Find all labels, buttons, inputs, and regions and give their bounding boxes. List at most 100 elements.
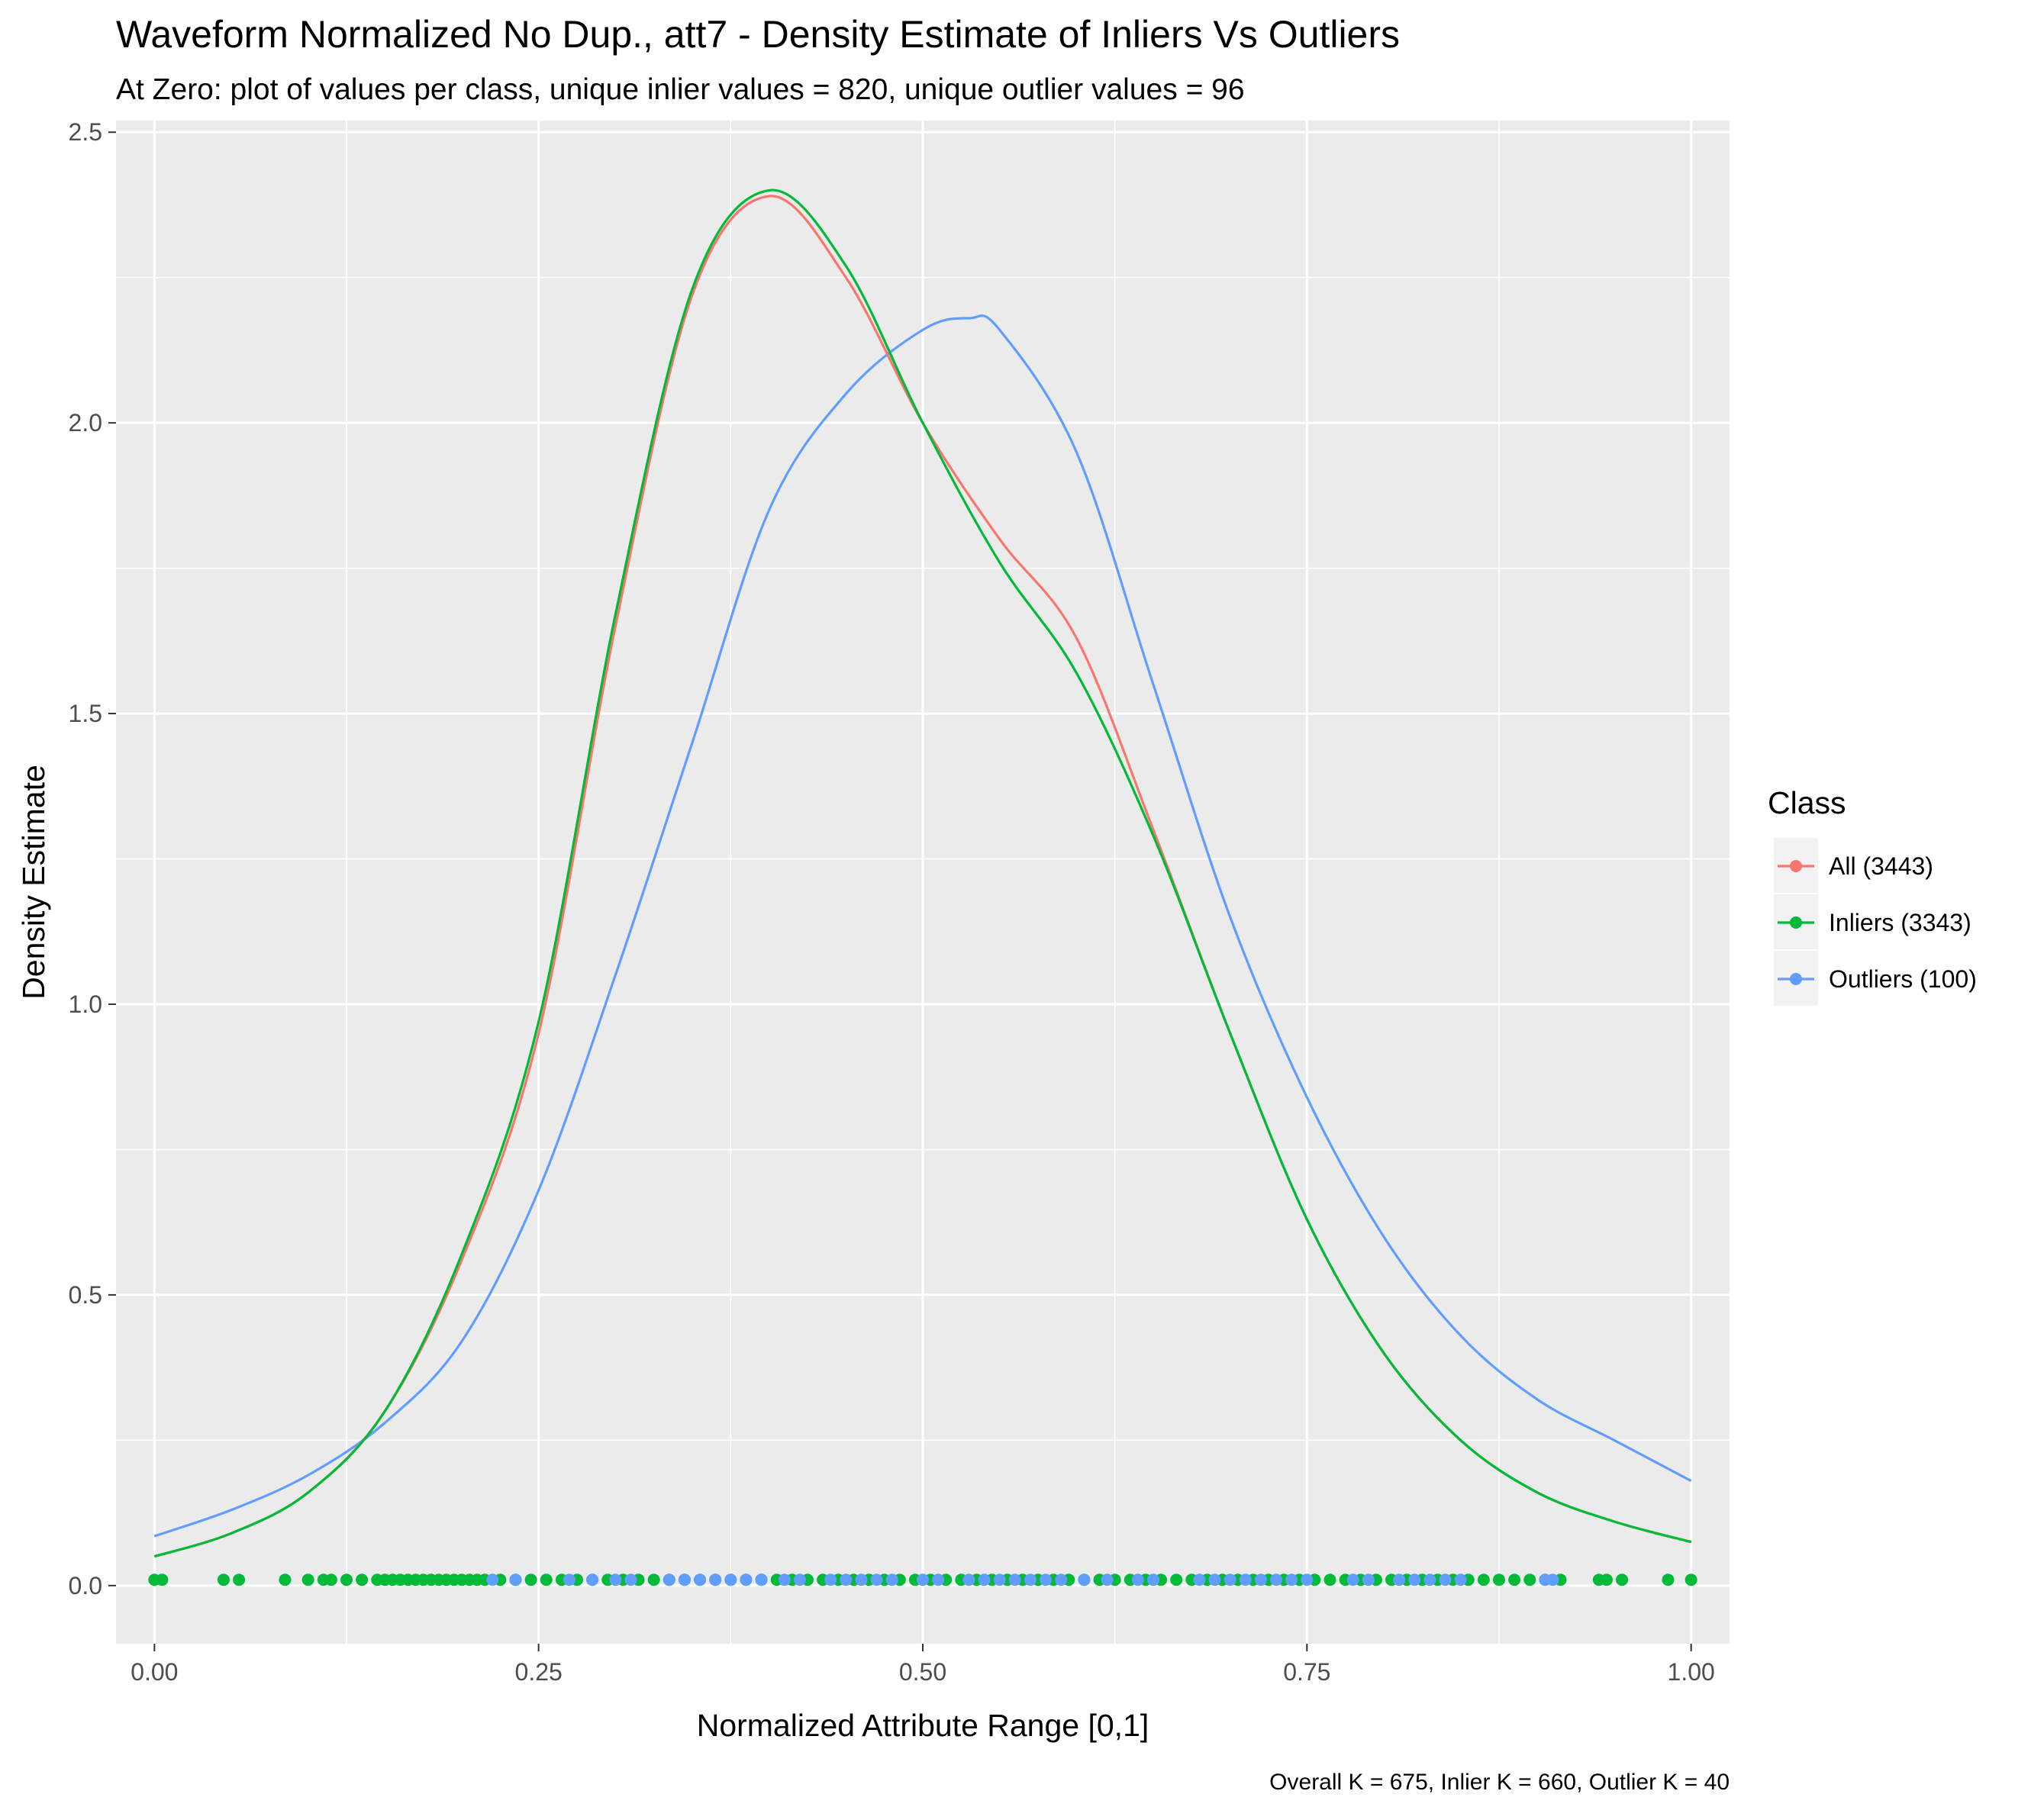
rug-point-outlier (824, 1573, 837, 1586)
rug-point-outlier (840, 1573, 853, 1586)
rug-point-outlier (624, 1573, 637, 1586)
rug-point-outlier (724, 1573, 737, 1586)
legend-items: All (3443) Inliers (3343) Outliers (100) (1774, 838, 1977, 1006)
legend-label: All (3443) (1829, 852, 1933, 880)
rug-point-outlier (1254, 1573, 1267, 1586)
rug-point-outlier (678, 1573, 691, 1586)
legend: Class All (3443) Inliers (3343) Outliers (… (1768, 785, 1977, 1006)
y-tick-label: 2.0 (69, 409, 102, 436)
rug-point-inlier (1493, 1573, 1505, 1586)
rug-point-outlier (1423, 1573, 1436, 1586)
rug-point-inlier (156, 1573, 169, 1586)
rug-point-inlier (356, 1573, 369, 1586)
rug-point-outlier (1040, 1573, 1053, 1586)
rug-point-outlier (1239, 1573, 1252, 1586)
legend-label: Inliers (3343) (1829, 909, 1971, 936)
density-series (153, 188, 1692, 1558)
rug-point-inlier (524, 1573, 537, 1586)
rug-point-outlier (486, 1573, 499, 1586)
rug-point-outlier (932, 1573, 945, 1586)
x-tick-label: 0.50 (899, 1658, 946, 1686)
rug-point-inlier (1662, 1573, 1675, 1586)
rug-point-inlier (301, 1573, 314, 1586)
y-tick-label: 0.5 (69, 1281, 102, 1309)
x-axis-label: Normalized Attribute Range [0,1] (697, 1708, 1149, 1743)
rug-point-inlier (324, 1573, 337, 1586)
rug-point-outlier (1454, 1573, 1467, 1586)
rug-point-outlier (1078, 1573, 1091, 1586)
rug-point-outlier (709, 1573, 722, 1586)
plot-panel (116, 121, 1730, 1644)
rug-point-outlier (1193, 1573, 1206, 1586)
chart-title: Waveform Normalized No Dup., att7 - Dens… (116, 13, 1400, 56)
rug-point-outlier (509, 1573, 522, 1586)
rug-point-inlier (1600, 1573, 1613, 1586)
rug-point-outlier (586, 1573, 599, 1586)
y-tick-label: 0.0 (69, 1572, 102, 1599)
rug-point-outlier (1285, 1573, 1298, 1586)
rug-point-outlier (993, 1573, 1006, 1586)
chart-caption: Overall K = 675, Inlier K = 660, Outlier… (1269, 1770, 1730, 1795)
rug-point-inlier (233, 1573, 246, 1586)
rug-point-outlier (1131, 1573, 1144, 1586)
x-tick-label: 0.25 (515, 1658, 563, 1686)
rug-point-outlier (563, 1573, 575, 1586)
legend-title: Class (1768, 785, 1846, 820)
rug-point-outlier (663, 1573, 675, 1586)
x-tick-label: 0.75 (1283, 1658, 1330, 1686)
rug-point-outlier (1008, 1573, 1021, 1586)
rug-point-inlier (1523, 1573, 1536, 1586)
y-tick-label: 1.5 (69, 700, 102, 727)
legend-key-point (1790, 860, 1802, 872)
y-axis-label: Density Estimate (16, 765, 51, 1000)
rug-point-inlier (279, 1573, 292, 1586)
rug-point-outlier (1439, 1573, 1452, 1586)
rug-point-inlier (1323, 1573, 1336, 1586)
rug-point-outlier (1408, 1573, 1421, 1586)
rug-point-outlier (1393, 1573, 1406, 1586)
rug-point-outlier (1055, 1573, 1068, 1586)
rug-points (148, 1573, 1697, 1586)
rug-point-outlier (870, 1573, 883, 1586)
rug-point-inlier (1685, 1573, 1697, 1586)
x-tick-label: 0.00 (131, 1658, 178, 1686)
y-tick-label: 1.0 (69, 990, 102, 1018)
x-tick-label: 1.00 (1668, 1658, 1715, 1686)
rug-point-inlier (1170, 1573, 1183, 1586)
rug-point-outlier (1223, 1573, 1236, 1586)
rug-point-inlier (340, 1573, 353, 1586)
rug-point-inlier (1616, 1573, 1629, 1586)
rug-point-outlier (694, 1573, 707, 1586)
legend-key-point (1790, 916, 1802, 929)
rug-point-outlier (1346, 1573, 1359, 1586)
rug-point-inlier (217, 1573, 230, 1586)
rug-point-outlier (755, 1573, 768, 1586)
legend-key-point (1790, 973, 1802, 985)
rug-point-inlier (1477, 1573, 1490, 1586)
rug-point-outlier (855, 1573, 868, 1586)
x-axis-ticks: 0.00 0.25 0.50 0.75 1.00 (131, 1644, 1715, 1686)
rug-point-outlier (609, 1573, 622, 1586)
rug-point-outlier (1024, 1573, 1037, 1586)
rug-point-outlier (1546, 1573, 1559, 1586)
series-line-outliers (153, 314, 1692, 1538)
rug-point-outlier (917, 1573, 929, 1586)
rug-point-outlier (793, 1573, 806, 1586)
rug-point-outlier (962, 1573, 975, 1586)
rug-point-outlier (885, 1573, 898, 1586)
rug-point-inlier (1508, 1573, 1521, 1586)
rug-point-inlier (540, 1573, 553, 1586)
rug-point-outlier (978, 1573, 991, 1586)
chart-subtitle: At Zero: plot of values per class, uniqu… (116, 73, 1245, 106)
rug-point-inlier (647, 1573, 660, 1586)
rug-point-outlier (1270, 1573, 1283, 1586)
rug-point-outlier (1101, 1573, 1114, 1586)
legend-label: Outliers (100) (1829, 965, 1977, 993)
rug-point-outlier (1208, 1573, 1221, 1586)
rug-point-outlier (740, 1573, 753, 1586)
rug-point-outlier (1362, 1573, 1375, 1586)
rug-point-outlier (1147, 1573, 1159, 1586)
y-tick-label: 2.5 (69, 118, 102, 146)
rug-point-outlier (778, 1573, 791, 1586)
